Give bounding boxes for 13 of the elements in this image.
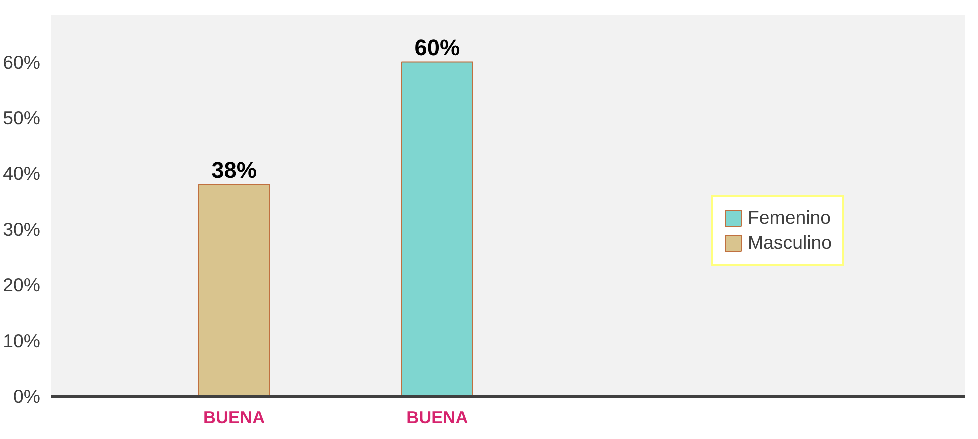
- y-tick-label: 20%: [3, 274, 41, 296]
- legend-label: Femenino: [748, 207, 831, 229]
- y-tick-label: 50%: [3, 107, 41, 128]
- y-tick-label: 0%: [14, 386, 41, 407]
- legend-label: Masculino: [748, 232, 832, 254]
- y-tick-label: 30%: [3, 218, 41, 240]
- data-label: 38%: [212, 156, 257, 183]
- y-tick-label: 60%: [3, 52, 41, 73]
- x-tick-label: BUENA: [203, 408, 266, 428]
- y-tick-label: 40%: [3, 163, 41, 184]
- y-tick-label: 10%: [3, 330, 41, 352]
- data-label: 60%: [414, 34, 460, 60]
- x-tick-label: BUENA: [406, 408, 469, 428]
